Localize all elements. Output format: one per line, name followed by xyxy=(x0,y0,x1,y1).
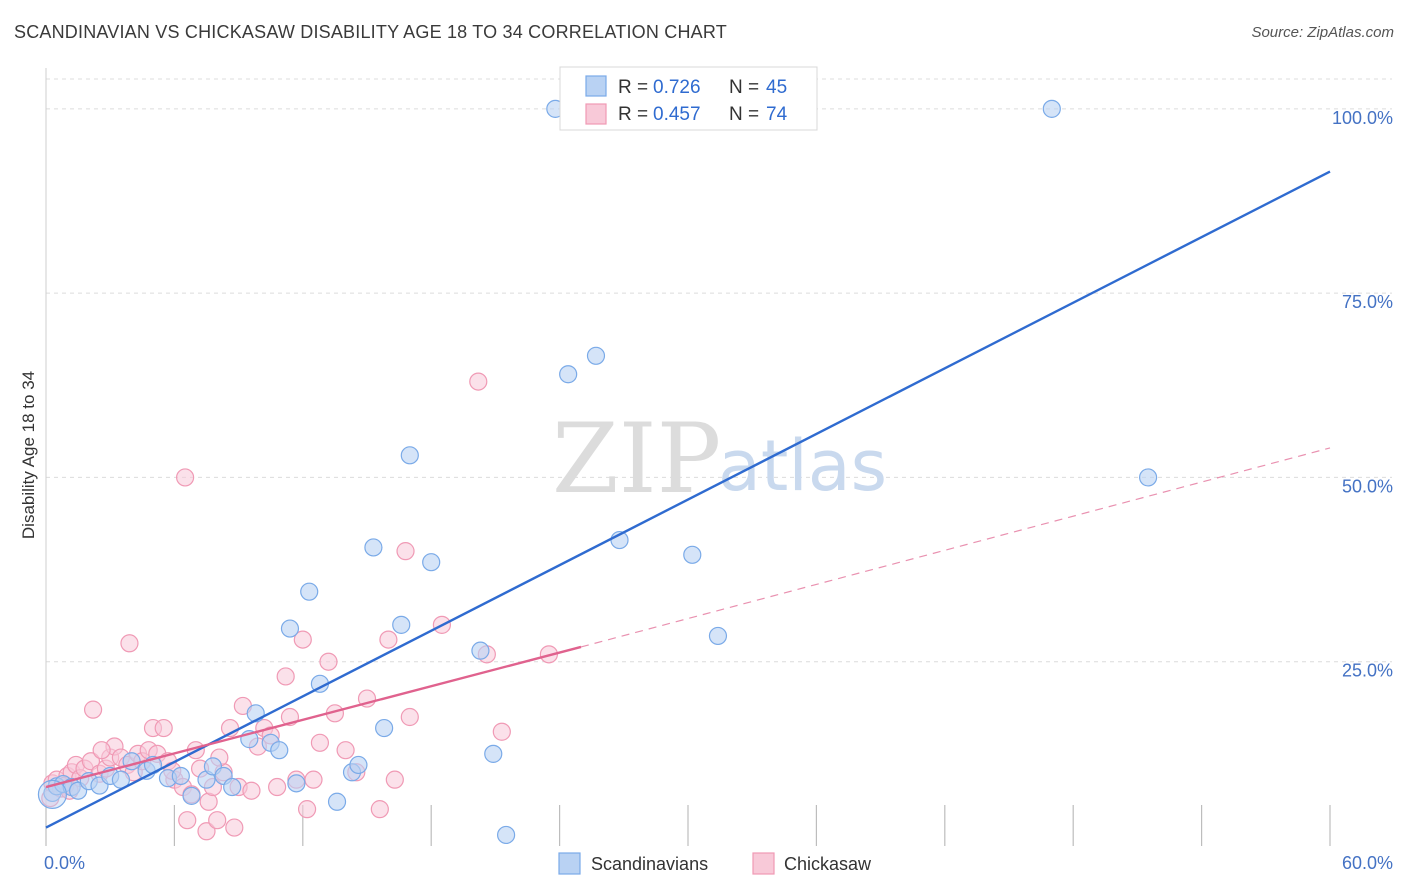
y-tick-label-3: 100.0% xyxy=(1332,108,1393,128)
watermark-zip: ZIP xyxy=(552,403,721,515)
scandinavians-point-33 xyxy=(400,446,419,465)
y-tick-label-0: 25.0% xyxy=(1342,661,1393,681)
legend-r-value-scandinavians: 0.726 xyxy=(653,77,701,98)
scandinavians-point-32 xyxy=(392,615,411,634)
y-axis-label: Disability Age 18 to 34 xyxy=(19,371,38,539)
scandinavians-point-36 xyxy=(484,744,503,763)
x-tick-label-1: 60.0% xyxy=(1342,853,1393,873)
chickasaw-point-45 xyxy=(268,777,287,797)
chickasaw-trend-extension xyxy=(580,447,1331,648)
chickasaw-point-52 xyxy=(310,733,330,752)
scandinavians-points xyxy=(37,99,1158,845)
bottom-legend-swatch-chickasaw xyxy=(752,852,775,875)
chickasaw-point-62 xyxy=(400,707,419,727)
watermark-atlas: atlas xyxy=(718,425,887,507)
chickasaw-point-59 xyxy=(379,630,398,649)
chickasaw-point-29 xyxy=(178,811,197,830)
scandinavians-point-34 xyxy=(422,553,441,572)
legend-n-label-chickasaw: N = xyxy=(729,104,759,125)
scandinavians-point-29 xyxy=(349,755,368,775)
chickasaw-point-64 xyxy=(469,372,488,391)
scandinavians-point-35 xyxy=(471,641,490,660)
scandinavians-point-13 xyxy=(171,766,190,786)
scandinavians-point-14 xyxy=(182,786,201,805)
chickasaw-point-55 xyxy=(336,741,355,760)
legend-r-value-chickasaw: 0.457 xyxy=(653,104,701,125)
legend-swatch-chickasaw xyxy=(585,103,607,125)
scandinavians-point-27 xyxy=(327,792,347,811)
x-tick-label-0: 0.0% xyxy=(44,853,85,873)
chickasaw-point-32 xyxy=(197,822,216,841)
scandinavians-point-31 xyxy=(375,718,394,738)
chickasaw-point-70 xyxy=(92,741,111,760)
y-tick-label-2: 75.0% xyxy=(1342,292,1393,312)
scandinavians-point-43 xyxy=(708,626,728,646)
watermark: ZIP atlas xyxy=(552,403,887,515)
top-legend: R = 0.726 N = 45 R = 0.457 N = 74 xyxy=(559,66,818,131)
scandinavians-point-45 xyxy=(1138,468,1158,487)
legend-n-label-scandinavians: N = xyxy=(729,77,759,98)
chickasaw-point-60 xyxy=(385,770,404,789)
chickasaw-point-41 xyxy=(242,781,261,800)
chickasaw-trend-line xyxy=(45,645,582,789)
scandinavians-point-22 xyxy=(270,741,289,760)
chickasaw-point-49 xyxy=(293,630,312,649)
chickasaw-point-66 xyxy=(492,722,511,741)
scandinavians-point-44 xyxy=(1042,99,1061,118)
scandinavians-point-40 xyxy=(586,346,606,365)
scandinavians-point-24 xyxy=(287,774,306,793)
chickasaw-point-24 xyxy=(154,718,173,738)
bottom-legend-swatch-scandinavians xyxy=(558,852,581,875)
chickasaw-point-28 xyxy=(176,468,195,487)
scandinavians-point-25 xyxy=(300,582,319,601)
scandinavians-point-37 xyxy=(497,825,516,845)
grid-layer xyxy=(46,78,1392,663)
scandinavians-point-30 xyxy=(364,538,383,557)
tick-labels: 25.0% 50.0% 75.0% 100.0% 0.0% 60.0% xyxy=(44,108,1393,873)
scandinavians-point-23 xyxy=(280,619,300,638)
bottom-legend: Scandinavians Chickasaw xyxy=(558,852,872,875)
legend-r-label-scandinavians: R = xyxy=(618,77,648,98)
chickasaw-point-46 xyxy=(276,667,295,686)
legend-n-value-scandinavians: 45 xyxy=(766,77,787,98)
scandinavians-cluster-point xyxy=(37,779,68,810)
chickasaw-point-35 xyxy=(208,811,227,830)
bottom-legend-label-scandinavians: Scandinavians xyxy=(591,854,708,874)
chickasaw-point-61 xyxy=(396,542,415,561)
scandinavians-point-18 xyxy=(223,777,242,797)
legend-swatch-scandinavians xyxy=(585,75,607,97)
chickasaw-point-10 xyxy=(83,700,103,719)
chickasaw-point-51 xyxy=(304,770,323,789)
chart-source: Source: ZipAtlas.com xyxy=(1251,24,1394,41)
chickasaw-point-38 xyxy=(225,818,244,837)
legend-r-label-chickasaw: R = xyxy=(618,104,648,125)
chart-title: SCANDINAVIAN VS CHICKASAW DISABILITY AGE… xyxy=(14,22,727,42)
chickasaw-point-50 xyxy=(297,800,317,819)
chickasaw-point-58 xyxy=(370,800,389,819)
chickasaw-point-17 xyxy=(120,634,139,653)
scandinavians-trend-line xyxy=(45,170,1331,829)
bottom-legend-label-chickasaw: Chickasaw xyxy=(784,854,872,874)
chickasaw-point-9 xyxy=(81,752,101,771)
chickasaw-point-53 xyxy=(319,652,338,671)
scandinavians-point-42 xyxy=(683,545,702,564)
y-tick-label-1: 50.0% xyxy=(1342,476,1393,496)
axis-layer xyxy=(45,68,1331,846)
trend-lines xyxy=(45,170,1331,829)
legend-n-value-chickasaw: 74 xyxy=(766,104,788,125)
scandinavians-point-39 xyxy=(559,365,578,384)
